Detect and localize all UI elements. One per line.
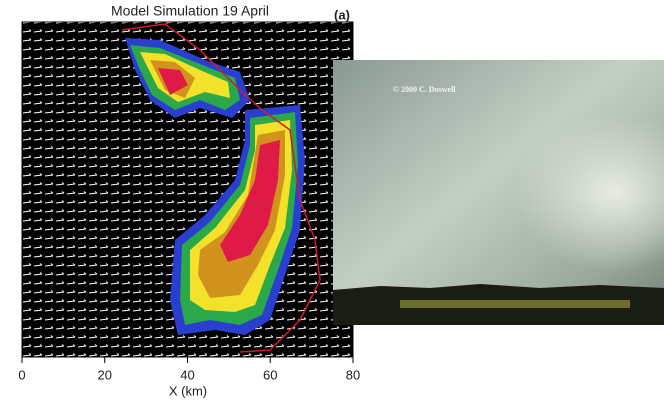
photo: © 2000 C. Doswell: [333, 60, 664, 325]
photo-credit: © 2000 C. Doswell: [393, 85, 456, 94]
x-tick-label: 40: [180, 367, 194, 382]
x-tick-label: 80: [346, 367, 360, 382]
x-tick-label: 0: [18, 367, 25, 382]
x-tick-label: 60: [263, 367, 277, 382]
plot-area: [22, 22, 353, 357]
photo-field: [400, 300, 630, 308]
panel-label: (a): [334, 7, 350, 22]
x-tick-label: 20: [98, 367, 112, 382]
plot-title: Model Simulation 19 April: [111, 3, 269, 19]
figure: Model Simulation 19 April (a) X (km) © 2…: [0, 0, 664, 400]
x-axis-label: X (km): [169, 383, 207, 398]
